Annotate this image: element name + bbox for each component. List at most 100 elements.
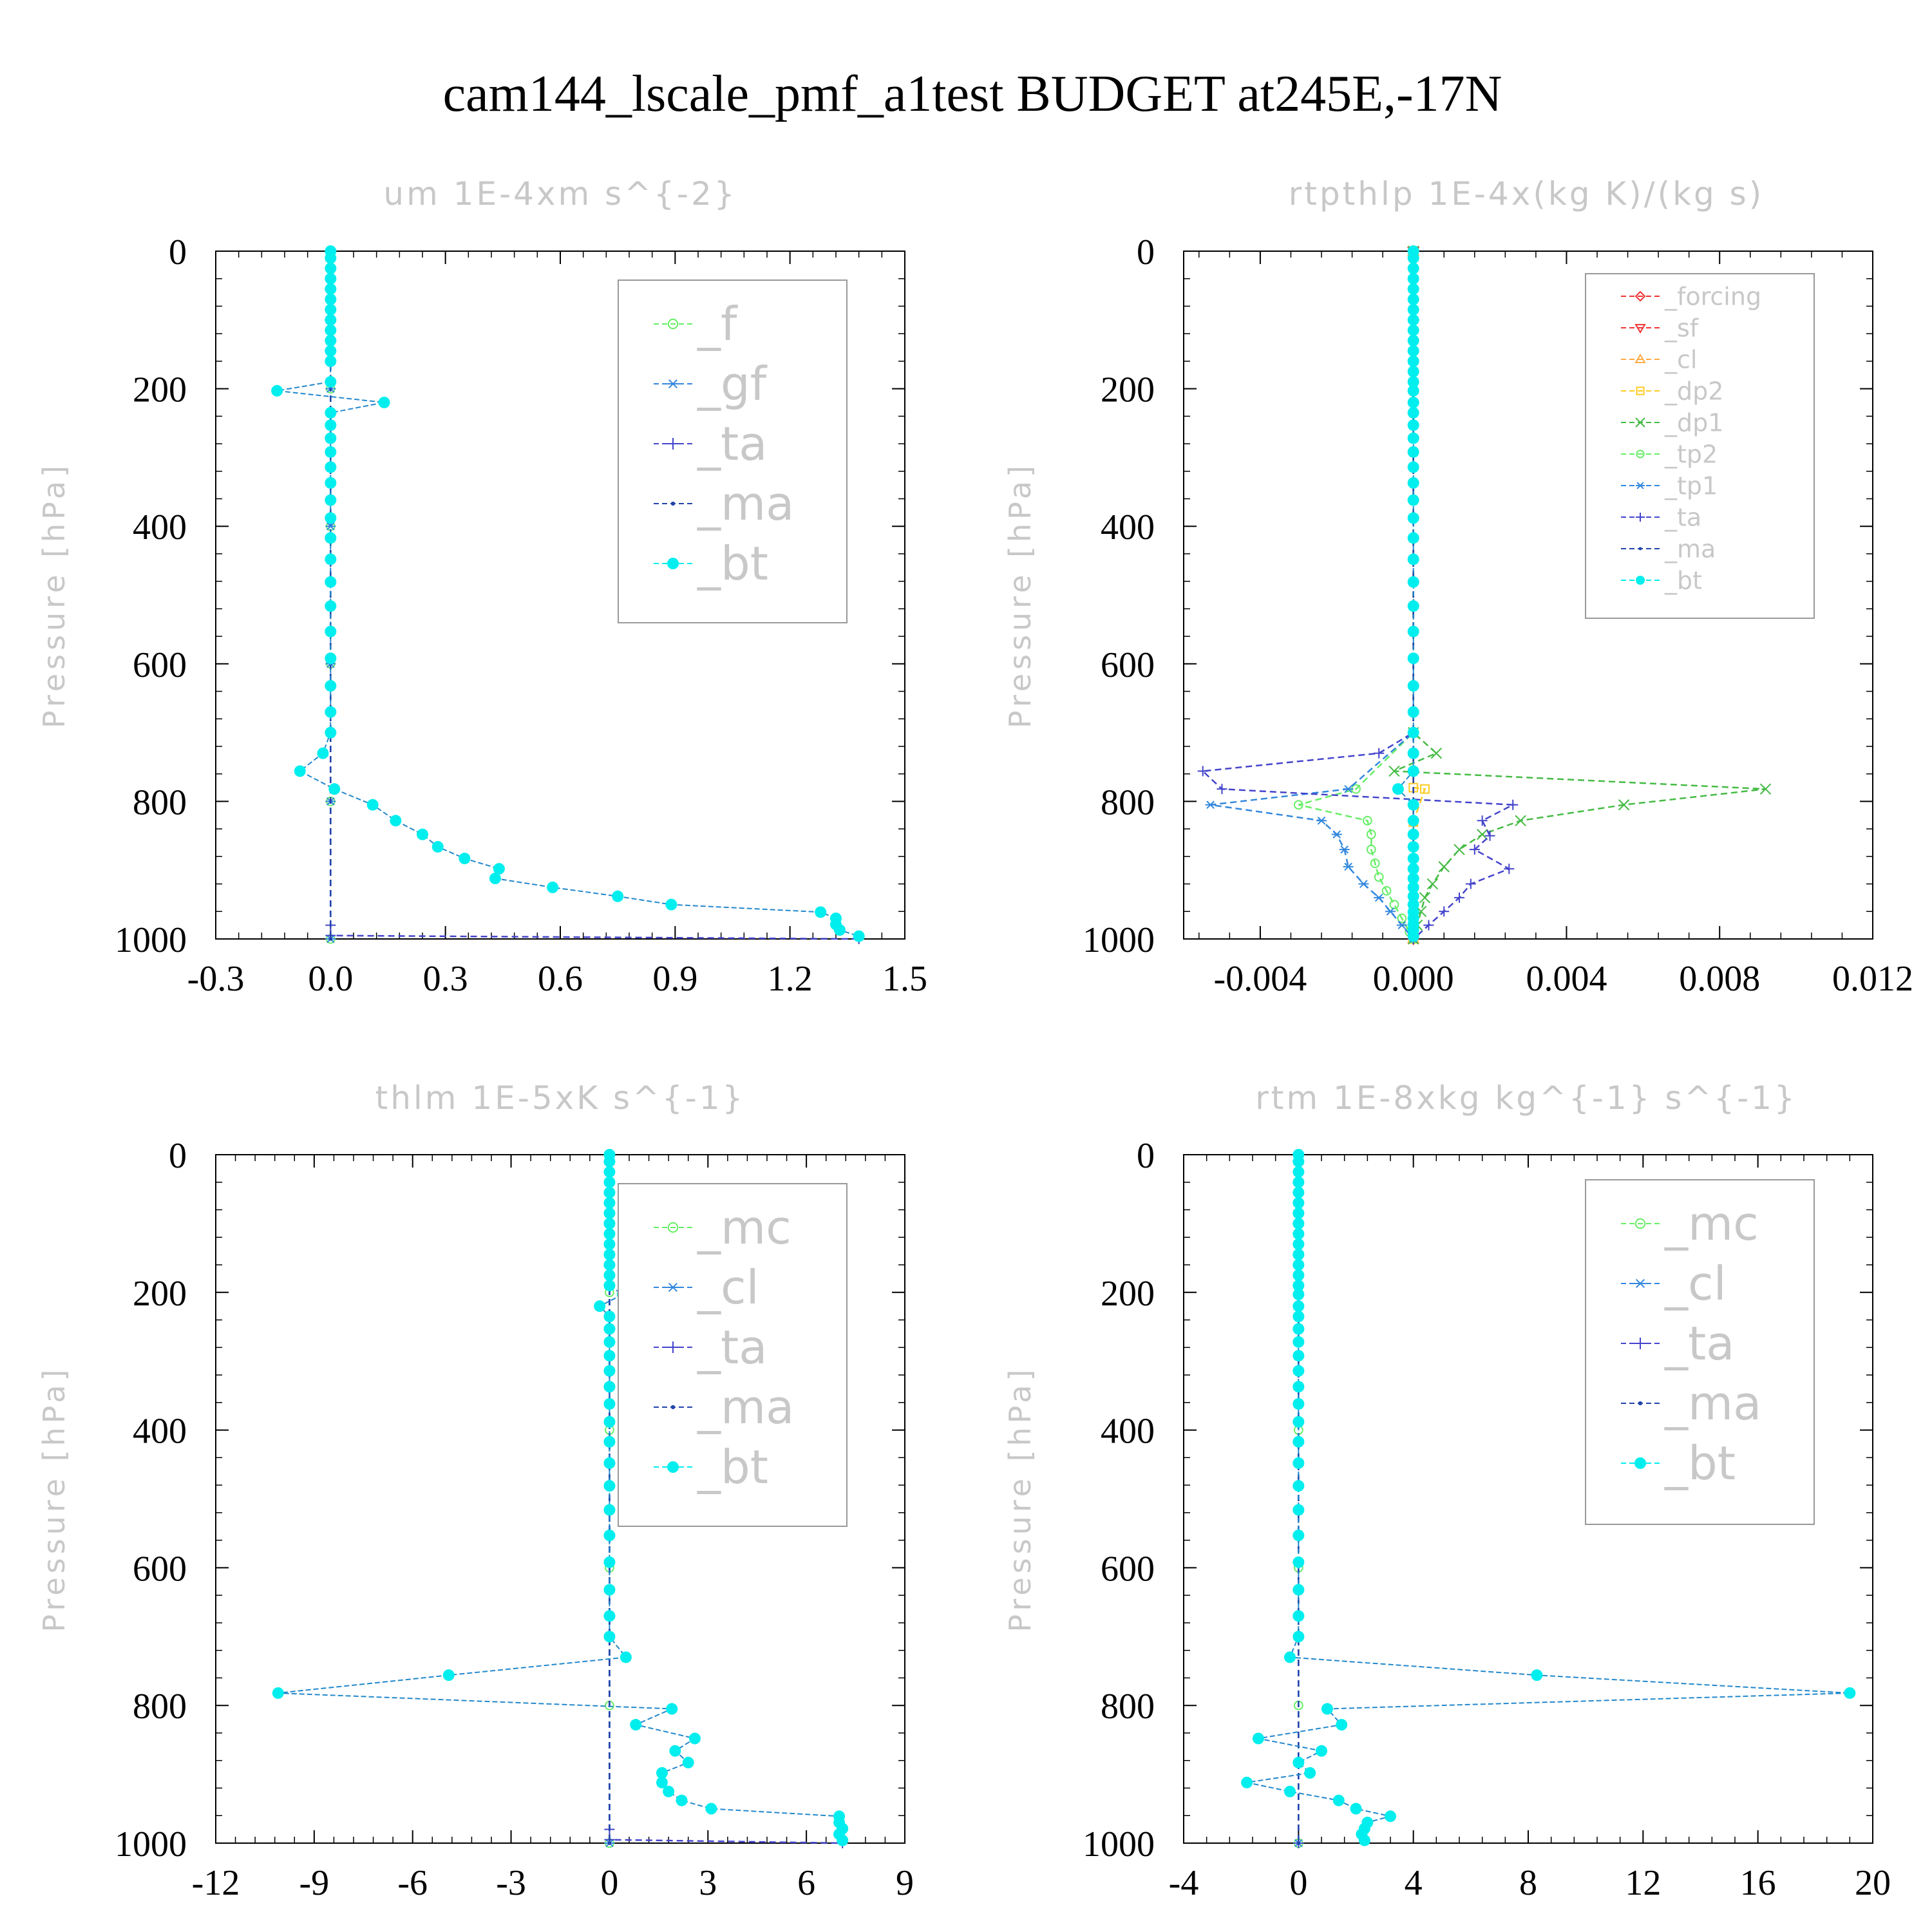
data-point: [1407, 384, 1419, 397]
data-point: [1381, 886, 1392, 896]
data-point: [325, 375, 337, 388]
series-line: [1210, 251, 1414, 940]
legend-label: _ma: [697, 477, 794, 531]
data-point: [1293, 1197, 1305, 1209]
data-point: [1504, 864, 1515, 875]
data-point: [325, 406, 337, 419]
data-point: [1321, 1703, 1333, 1715]
data-point: [1407, 600, 1419, 612]
data-point: [667, 1461, 679, 1473]
data-point: [325, 726, 337, 739]
chart-panel-4: rtm 1E-8xkg kg^{-1} s^{-1} Pressure [hPa]…: [1003, 1079, 1891, 1903]
data-point: [325, 679, 337, 692]
x-tick-label: 0.004: [1526, 959, 1607, 999]
data-point: [1634, 1218, 1646, 1229]
data-point: [1293, 1435, 1305, 1448]
data-point: [325, 576, 337, 588]
data-point: [1407, 532, 1419, 544]
y-axis-label: Pressure [hPa]: [1003, 1366, 1037, 1633]
data-point: [1283, 1651, 1296, 1663]
data-point: [612, 890, 624, 902]
data-point: [603, 1480, 616, 1492]
data-point: [1293, 1457, 1305, 1469]
legend-label: _mc: [697, 1200, 791, 1255]
legend-label: _dp1: [1664, 408, 1723, 437]
data-point: [272, 1687, 284, 1699]
y-axis-label: Pressure [hPa]: [1003, 462, 1037, 728]
data-point: [603, 1435, 616, 1448]
y-tick-label: 0: [169, 1136, 187, 1176]
legend-item-cl: _cl: [1621, 1256, 1727, 1311]
data-point: [603, 1631, 616, 1643]
y-tick-label: 200: [1101, 1274, 1155, 1314]
y-tick-label: 600: [133, 1549, 187, 1589]
data-point: [328, 783, 341, 795]
chart-panel-3: thlm 1E-5xK s^{-1} Pressure [hPa] -12 -9 -6 -…: [37, 1079, 914, 1903]
data-point: [1844, 1687, 1856, 1699]
data-point: [1407, 652, 1419, 665]
series-tp2: [1293, 246, 1419, 944]
data-point: [325, 477, 337, 489]
data-point: [1636, 386, 1645, 395]
data-point: [1293, 1336, 1305, 1348]
data-point: [837, 1834, 849, 1846]
data-point: [325, 303, 337, 316]
legend-item-ta: _ta: [1621, 503, 1701, 531]
data-point: [325, 494, 337, 506]
data-point: [1430, 747, 1443, 759]
data-point: [1407, 334, 1419, 346]
data-point: [417, 828, 428, 840]
panel-title: um 1E-4xm s^{-2}: [383, 175, 737, 213]
x-tick-label: 16: [1740, 1863, 1776, 1903]
legend-label: _forcing: [1664, 282, 1761, 310]
data-point: [603, 1269, 616, 1282]
data-point: [1407, 262, 1419, 274]
data-point: [1293, 1259, 1305, 1271]
data-point: [630, 1719, 642, 1731]
x-tick-label: 0.0: [308, 959, 353, 999]
data-point: [656, 1776, 668, 1788]
y-tick-label: 400: [1101, 1412, 1155, 1452]
data-point: [1293, 800, 1303, 810]
data-point: [1407, 283, 1419, 295]
data-point: [667, 438, 679, 450]
data-point: [1634, 1338, 1646, 1349]
data-point: [603, 1610, 616, 1622]
legend-label: _ma: [697, 1380, 794, 1434]
legend-label: _dp2: [1664, 377, 1723, 405]
data-point: [667, 379, 679, 389]
data-point: [1392, 783, 1404, 795]
data-point: [1385, 1810, 1396, 1823]
data-point: [603, 1350, 616, 1362]
y-tick-label: 400: [133, 507, 187, 547]
data-point: [1407, 815, 1419, 827]
data-point: [1407, 747, 1419, 759]
legend-box: [618, 1183, 848, 1527]
data-point: [1634, 1457, 1646, 1469]
data-point: [459, 853, 471, 865]
data-point: [1407, 252, 1419, 264]
data-point: [1407, 625, 1419, 638]
data-point: [603, 1336, 616, 1348]
legend-label: _tp1: [1664, 471, 1718, 500]
legend-item-gf: _gf: [654, 357, 768, 411]
legend-label: _tp2: [1664, 440, 1718, 468]
legend-item-sf: _sf: [1621, 314, 1700, 342]
data-point: [431, 840, 444, 853]
data-point: [1454, 844, 1465, 855]
legend-label: _bt: [1664, 566, 1702, 594]
legend-item-tp1: _tp1: [1621, 471, 1718, 500]
series-line: [1246, 1155, 1850, 1841]
y-tick-label: 600: [133, 645, 187, 685]
legend-box: [1585, 1179, 1815, 1525]
data-point: [1465, 878, 1476, 889]
data-point: [682, 1756, 694, 1768]
y-tick-label: 200: [1101, 370, 1155, 410]
data-point: [1331, 830, 1342, 838]
y-tick-label: 200: [133, 370, 187, 410]
data-point: [1407, 324, 1419, 336]
data-point: [1407, 461, 1419, 473]
series-tp1: [1205, 247, 1419, 943]
data-point: [1484, 830, 1495, 841]
data-point: [1407, 494, 1419, 506]
